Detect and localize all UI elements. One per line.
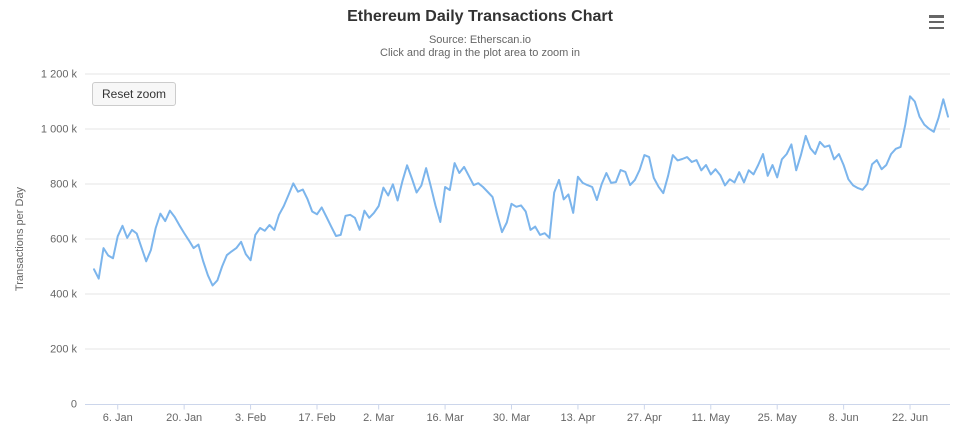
x-axis-tick-label: 20. Jan (166, 412, 202, 424)
series-line (93, 95, 949, 287)
x-axis-tick-label: 25. May (758, 412, 798, 424)
y-axis-tick-label: 800 k (50, 179, 77, 191)
x-axis-tick-label: 17. Feb (298, 412, 335, 424)
y-axis-tick-label: 1 000 k (41, 124, 78, 136)
x-axis-tick-label: 30. Mar (493, 412, 531, 424)
y-axis-tick-label: 1 200 k (41, 69, 78, 81)
x-axis-tick-label: 3. Feb (235, 412, 266, 424)
hamburger-icon (929, 15, 944, 18)
x-axis-tick-label: 6. Jan (103, 412, 133, 424)
y-axis-tick-label: 0 (71, 399, 77, 411)
context-menu-button[interactable] (929, 14, 945, 30)
chart-title: Ethereum Daily Transactions Chart (347, 8, 613, 25)
y-axis-title: Transactions per Day (14, 186, 26, 292)
x-axis-tick-label: 2. Mar (363, 412, 395, 424)
plot-area[interactable] (85, 74, 950, 404)
x-axis-tick-label: 13. Apr (561, 412, 596, 424)
hamburger-icon (929, 20, 944, 24)
chart-subtitle-hint: Click and drag in the plot area to zoom … (380, 47, 580, 59)
chart-subtitle-source: Source: Etherscan.io (428, 34, 532, 46)
x-axis-tick-label: 22. Jun (892, 412, 928, 424)
hamburger-icon (929, 26, 944, 29)
x-axis-tick-label: 16. Mar (426, 412, 464, 424)
y-axis-tick-label: 600 k (50, 234, 77, 246)
y-axis-tick-label: 200 k (50, 344, 77, 356)
reset-zoom-button[interactable]: Reset zoom (92, 82, 177, 106)
y-axis-tick-label: 400 k (50, 289, 77, 301)
x-axis-tick-label: 8. Jun (829, 412, 859, 424)
x-axis-tick-label: 27. Apr (627, 412, 662, 424)
x-axis-tick-label: 11. May (692, 412, 731, 424)
